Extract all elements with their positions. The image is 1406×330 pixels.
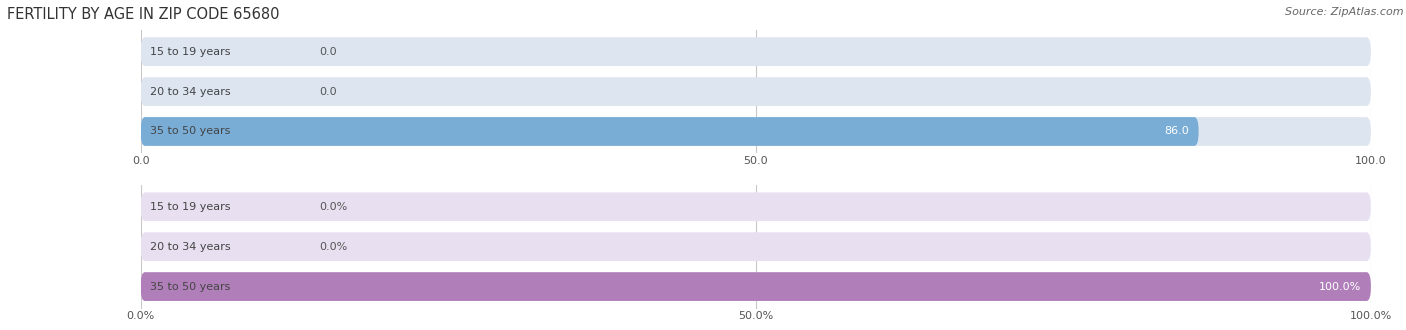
- FancyBboxPatch shape: [141, 272, 1371, 301]
- FancyBboxPatch shape: [141, 272, 1371, 301]
- Text: 0.0%: 0.0%: [319, 202, 347, 212]
- Text: Source: ZipAtlas.com: Source: ZipAtlas.com: [1285, 7, 1403, 16]
- FancyBboxPatch shape: [141, 77, 1371, 106]
- Text: 20 to 34 years: 20 to 34 years: [150, 242, 231, 252]
- Text: 35 to 50 years: 35 to 50 years: [150, 281, 231, 292]
- FancyBboxPatch shape: [141, 117, 1198, 146]
- Text: 0.0: 0.0: [319, 86, 336, 97]
- FancyBboxPatch shape: [141, 37, 1371, 66]
- Text: 20 to 34 years: 20 to 34 years: [150, 86, 231, 97]
- Text: 100.0%: 100.0%: [1319, 281, 1361, 292]
- Text: FERTILITY BY AGE IN ZIP CODE 65680: FERTILITY BY AGE IN ZIP CODE 65680: [7, 7, 280, 21]
- Text: 0.0%: 0.0%: [319, 242, 347, 252]
- Text: 35 to 50 years: 35 to 50 years: [150, 126, 231, 137]
- Text: 0.0: 0.0: [319, 47, 336, 57]
- FancyBboxPatch shape: [141, 192, 1371, 221]
- Text: 15 to 19 years: 15 to 19 years: [150, 47, 231, 57]
- Text: 86.0: 86.0: [1164, 126, 1189, 137]
- FancyBboxPatch shape: [141, 117, 1371, 146]
- Text: 15 to 19 years: 15 to 19 years: [150, 202, 231, 212]
- FancyBboxPatch shape: [141, 232, 1371, 261]
